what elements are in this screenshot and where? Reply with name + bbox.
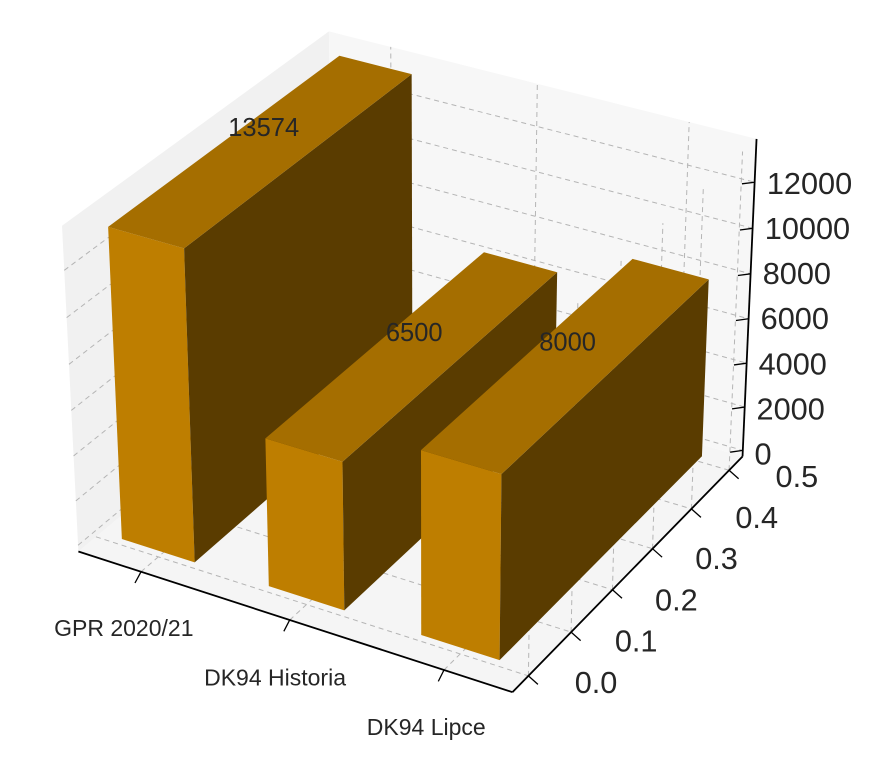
- svg-text:0.5: 0.5: [776, 459, 819, 494]
- svg-text:12000: 12000: [767, 166, 852, 201]
- svg-text:0.4: 0.4: [735, 500, 778, 535]
- svg-text:8000: 8000: [539, 329, 596, 357]
- svg-text:DK94 Historia: DK94 Historia: [204, 664, 346, 690]
- svg-text:0.1: 0.1: [615, 624, 658, 659]
- svg-text:0.0: 0.0: [575, 665, 618, 700]
- svg-text:DK94 Lipce: DK94 Lipce: [367, 714, 486, 740]
- svg-text:0: 0: [754, 436, 771, 471]
- svg-text:10000: 10000: [765, 211, 850, 246]
- svg-text:13574: 13574: [228, 114, 299, 142]
- svg-text:4000: 4000: [759, 346, 827, 381]
- svg-text:0.2: 0.2: [655, 582, 698, 617]
- svg-text:GPR 2020/21: GPR 2020/21: [54, 615, 193, 641]
- svg-text:2000: 2000: [757, 391, 825, 426]
- svg-text:6000: 6000: [761, 301, 829, 336]
- svg-text:0.3: 0.3: [695, 541, 738, 576]
- svg-text:8000: 8000: [763, 256, 831, 291]
- svg-text:6500: 6500: [386, 319, 443, 347]
